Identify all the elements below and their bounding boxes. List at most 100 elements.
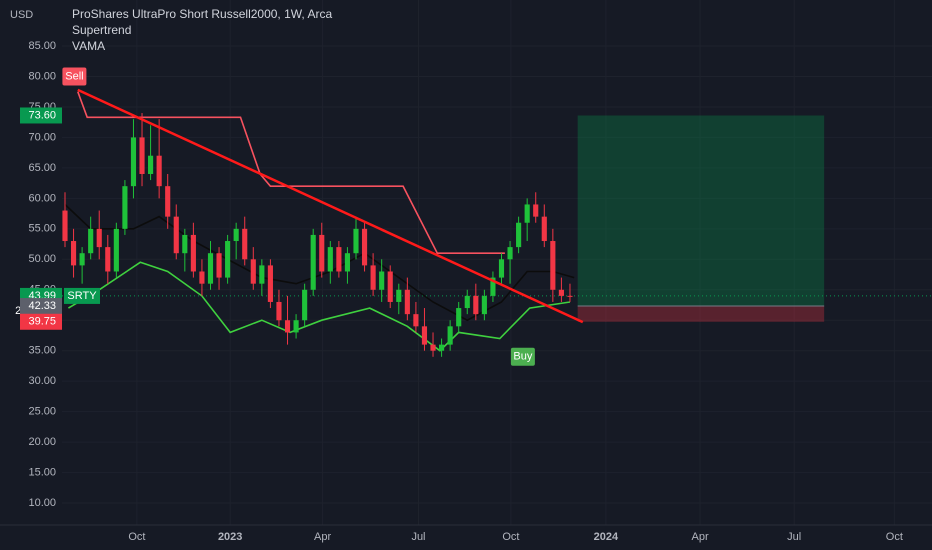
candle-body [353, 228, 359, 254]
y-tick-label: 50.00 [28, 253, 56, 265]
currency: USD [10, 9, 33, 21]
candle-body [430, 344, 436, 351]
indicator-line [77, 91, 505, 254]
signal-text: Sell [65, 70, 83, 82]
candle-body [293, 320, 299, 333]
candle-body [336, 247, 342, 272]
candle-body [302, 289, 308, 321]
candle-body [550, 241, 556, 290]
chart-title: ProShares UltraPro Short Russell2000, 1W… [72, 7, 332, 21]
indicator-line [67, 261, 571, 352]
signal-label [510, 347, 535, 366]
x-tick-label: 2023 [218, 531, 242, 543]
loss-zone [577, 306, 825, 322]
y-tick-label: 85.00 [28, 40, 56, 52]
candle-body [344, 253, 351, 272]
candle-body [421, 326, 428, 345]
y-tick-label: 30.00 [28, 375, 56, 387]
y-tick-label: 20.00 [28, 436, 56, 448]
candle-body [62, 210, 68, 242]
x-tick-label: Jul [787, 531, 801, 543]
y-tick-label: 80.00 [28, 70, 56, 82]
y-tick-label: 35.00 [28, 345, 56, 357]
candle-body [148, 155, 154, 174]
candle-body [464, 295, 470, 309]
x-tick-label: Oct [886, 531, 903, 543]
candle-body [122, 186, 128, 229]
candle-body [361, 228, 368, 266]
candle-body [284, 320, 291, 333]
candle-body [173, 216, 179, 254]
candle-body [456, 308, 462, 327]
candle-body [233, 228, 239, 242]
candle-body [250, 259, 256, 284]
candle-body [413, 314, 419, 327]
candle-body [387, 271, 393, 302]
candle-body [96, 228, 102, 248]
y-tick-label: 65.00 [28, 162, 56, 174]
signal-label [62, 67, 87, 86]
candle-body [541, 216, 547, 242]
candle-body [490, 277, 496, 296]
y-tick-label: 25.00 [28, 406, 56, 418]
candle-body [225, 241, 231, 278]
candle-body [113, 228, 119, 272]
candle-body [319, 234, 325, 272]
trend-line [77, 88, 584, 324]
candle-body [558, 289, 564, 296]
symbol: SRTY [67, 290, 97, 302]
candle-body [199, 271, 205, 284]
candle-body [267, 265, 273, 302]
candle-body [259, 265, 265, 284]
candle-body [105, 247, 111, 272]
indicator: Supertrend [72, 23, 131, 37]
y-tick-label: 70.00 [28, 131, 56, 143]
candle-body [242, 228, 248, 260]
price-tag [20, 313, 62, 330]
axis-labels: 10.0015.0020.0025.0030.0035.0040.0045.00… [15, 40, 903, 543]
candle-body [533, 204, 539, 217]
candle-body [379, 271, 385, 290]
price-tag-label: 73.60 [28, 109, 56, 121]
candle-body [190, 234, 196, 272]
candle-body [439, 344, 445, 351]
price-axis [0, 0, 62, 525]
x-tick-label: Apr [314, 531, 331, 543]
candle-body [165, 186, 171, 217]
candle-body [207, 253, 214, 284]
candle-body [182, 234, 188, 254]
candle-body [79, 253, 85, 266]
candle-body [507, 247, 513, 260]
candle-body [498, 259, 505, 278]
candle-body [310, 234, 316, 290]
x-tick-label: Oct [128, 531, 145, 543]
y-tick-label: 55.00 [28, 223, 56, 235]
y-tick-label: 10.00 [28, 497, 56, 509]
candle-body [567, 295, 573, 297]
symbol-box [64, 287, 100, 304]
price-tag-label: 42.33 [28, 300, 56, 312]
candle-body [216, 253, 222, 278]
candle-body [327, 247, 333, 272]
y-tick-label: 60.00 [28, 192, 56, 204]
candle-body [524, 204, 530, 223]
candle-body [139, 137, 145, 174]
candle-body [88, 228, 94, 254]
candle-body [156, 155, 162, 187]
y-tick-label: 15.00 [28, 466, 56, 478]
x-tick-label: Jul [411, 531, 425, 543]
indicator: VAMA [72, 39, 105, 53]
candle-body [447, 326, 453, 345]
candle-body [404, 289, 410, 315]
candle-body [481, 295, 487, 315]
signal-text: Buy [513, 351, 532, 363]
profit-zone [577, 115, 825, 307]
candle-body [370, 265, 376, 290]
price-tag-label: 39.75 [28, 316, 56, 328]
candle-body [473, 295, 479, 315]
price-tag [20, 298, 62, 315]
candle-body [276, 301, 282, 321]
candle-body [396, 289, 402, 302]
candle-body [516, 222, 522, 248]
candle-body [130, 137, 137, 187]
